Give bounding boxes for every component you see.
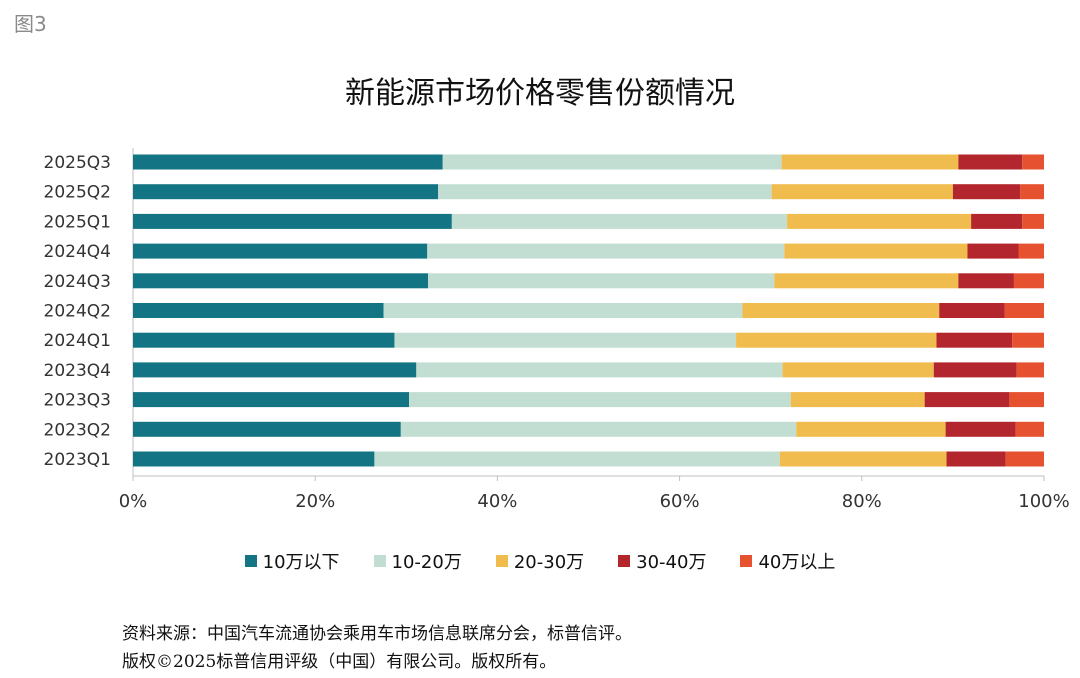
bar-segment: [1005, 451, 1044, 467]
stacked-bar-chart: 2025Q3 2025Q2 2025Q1 2024Q4 2024Q3 2024Q2 2024…: [44, 148, 1070, 512]
legend-swatch: [740, 555, 753, 567]
bar-segment: [374, 451, 780, 467]
bar-segment: [736, 332, 937, 348]
bar-segment: [1015, 421, 1044, 437]
y-tick-label: 2023Q2: [44, 420, 111, 440]
bar-segment: [771, 184, 953, 200]
bar-segment: [952, 184, 1021, 200]
chart-title: 新能源市场价格零售份额情况: [345, 76, 735, 111]
bar-segment: [1016, 362, 1044, 378]
bar-segment: [1018, 243, 1044, 259]
bar-segment: [427, 243, 785, 259]
bar-segment: [394, 332, 737, 348]
bar-segment: [939, 303, 1005, 318]
legend-swatch: [495, 555, 508, 567]
legend-label: 20-30万: [513, 552, 585, 573]
y-tick-label: 2023Q1: [44, 450, 111, 470]
legend-item: 10万以下: [244, 548, 340, 574]
legend-item: 30-40万: [618, 548, 706, 574]
bar-segment: [1022, 154, 1044, 170]
bar-segment: [782, 362, 934, 378]
bar-segment: [933, 362, 1017, 378]
bar-segment: [428, 273, 775, 289]
bar-segment: [1013, 273, 1044, 289]
y-tick-label: 2025Q3: [44, 153, 111, 173]
y-tick-label: 2025Q1: [44, 212, 111, 232]
bar-segment: [133, 243, 428, 259]
bar-segment: [438, 184, 772, 200]
bar-segment: [967, 243, 1019, 259]
x-tick-label: 40%: [477, 491, 517, 512]
y-tick-label: 2023Q3: [44, 391, 111, 411]
bar-segment: [1020, 184, 1044, 200]
y-tick-label: 2023Q4: [44, 361, 111, 381]
x-tick-label: 60%: [660, 491, 700, 512]
y-tick-label: 2024Q2: [44, 302, 111, 322]
bar-segment: [779, 451, 947, 467]
legend-label: 10万以下: [262, 552, 340, 573]
bar-segment: [451, 213, 788, 229]
bar-segment: [781, 154, 959, 170]
bar-segment: [787, 213, 972, 229]
bar-segment: [133, 392, 410, 408]
bar-segment: [971, 213, 1023, 229]
bar-segment: [1004, 303, 1044, 318]
legend-label: 40万以上: [758, 552, 836, 573]
source-line: 资料来源：中国汽车流通协会乘用车市场信息联席分会，标普信评。: [122, 624, 632, 644]
bar-segment: [133, 273, 429, 289]
bar-segment: [1022, 213, 1044, 229]
bar-segment: [416, 362, 783, 378]
legend-label: 10-20万: [391, 552, 462, 573]
bar-segment: [742, 303, 940, 318]
bar-segment: [784, 243, 968, 259]
x-tick-label: 0%: [119, 491, 148, 512]
bar-segment: [790, 392, 925, 408]
bar-segment: [1012, 332, 1044, 348]
legend-item: 10-20万: [373, 548, 462, 574]
legend-label: 30-40万: [636, 552, 707, 573]
bar-segment: [924, 392, 1010, 408]
bar-segment: [133, 303, 384, 318]
y-tick-label: 2025Q2: [44, 183, 111, 203]
bar-segment: [409, 392, 791, 408]
y-tick-label: 2024Q3: [44, 272, 111, 292]
legend-swatch: [618, 555, 631, 567]
bar-segment: [958, 154, 1023, 170]
bar-segment: [133, 451, 375, 467]
bar-segment: [774, 273, 959, 289]
copyright-line: 版权©2025标普信用评级（中国）有限公司。版权所有。: [122, 652, 557, 672]
legend-item: 40万以上: [740, 548, 835, 574]
bar-segment: [400, 421, 797, 437]
legend-item: 20-30万: [495, 548, 585, 574]
x-tick-label: 20%: [295, 491, 335, 512]
bar-segment: [133, 362, 417, 378]
bar-segment: [133, 184, 439, 200]
bar-segment: [133, 421, 401, 437]
bar-segment: [958, 273, 1014, 289]
bar-segment: [133, 332, 395, 348]
source-note: 资料来源：中国汽车流通协会乘用车市场信息联席分会，标普信评。 版权©2025标普…: [122, 620, 632, 676]
bar-segment: [936, 332, 1013, 348]
bar-segment: [133, 213, 452, 229]
bar-segment: [442, 154, 782, 170]
y-tick-label: 2024Q1: [44, 331, 111, 351]
x-tick-label: 80%: [842, 491, 882, 512]
legend-swatch: [373, 555, 386, 567]
bar-segment: [133, 154, 443, 170]
figure-label: 图3: [14, 12, 47, 36]
legend-swatch: [244, 555, 257, 567]
y-tick-label: 2024Q4: [44, 242, 111, 262]
bar-segment: [946, 451, 1006, 467]
x-tick-label: 100%: [1018, 491, 1069, 512]
bar-segment: [1009, 392, 1044, 408]
bar-segment: [383, 303, 743, 318]
bar-segment: [796, 421, 946, 437]
chart-legend: 10万以下 10-20万 20-30万 30-40万 40万以上: [0, 548, 1080, 574]
bar-segment: [945, 421, 1016, 437]
